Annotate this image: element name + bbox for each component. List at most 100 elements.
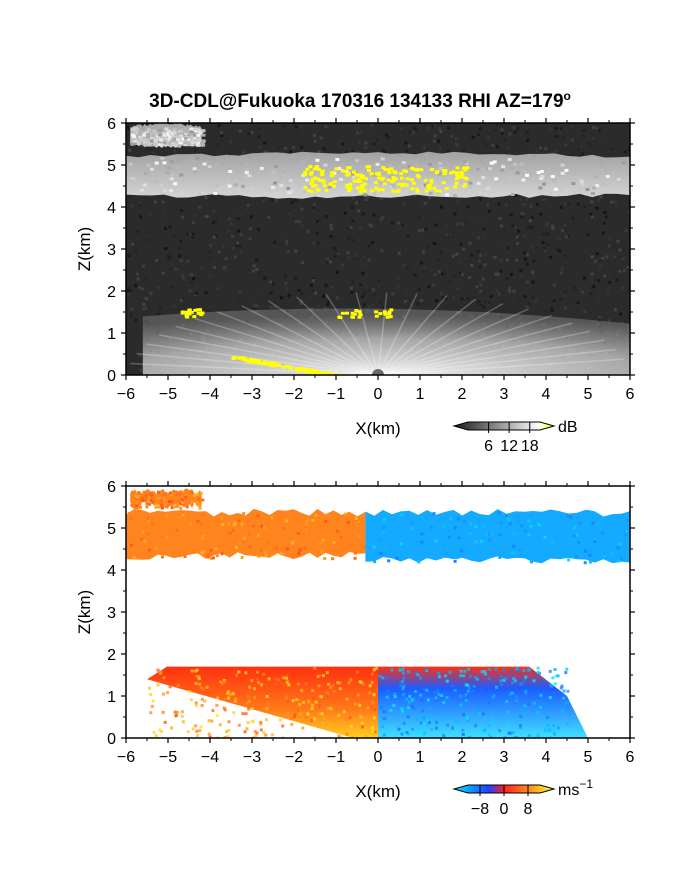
noise-speckle <box>402 264 406 268</box>
noise-speckle <box>333 255 337 259</box>
noise-speckle <box>324 125 328 129</box>
cloud-speckle <box>145 139 150 143</box>
high-intensity-pixel <box>429 178 434 182</box>
velocity-pixel <box>327 682 331 686</box>
noise-speckle <box>170 285 174 289</box>
noise-speckle <box>226 229 230 233</box>
cloud-speckle <box>158 128 163 132</box>
noise-speckle <box>516 235 520 239</box>
velocity-pixel <box>474 724 478 728</box>
cloud-speckle <box>220 161 225 165</box>
high-intensity-pixel <box>313 372 318 375</box>
velocity-xtick-label: −6 <box>117 749 135 766</box>
velocity-pixel <box>137 495 141 499</box>
high-intensity-pixel <box>354 309 359 313</box>
velocity-xtick-label: −5 <box>159 749 177 766</box>
velocity-pixel <box>551 676 555 680</box>
high-intensity-pixel <box>426 184 430 188</box>
noise-speckle <box>418 275 422 279</box>
velocity-pixel <box>575 555 579 558</box>
noise-speckle <box>561 229 564 232</box>
cloud-speckle <box>160 142 165 146</box>
velocity-pixel <box>211 556 215 560</box>
velocity-pixel <box>219 680 223 684</box>
velocity-pixel <box>392 704 396 707</box>
cloud-speckle <box>176 159 181 162</box>
velocity-pixel <box>332 699 335 703</box>
high-intensity-pixel <box>321 180 326 184</box>
velocity-pixel <box>129 516 133 520</box>
velocity-pixel <box>370 680 374 684</box>
high-intensity-pixel <box>180 311 185 315</box>
noise-speckle <box>182 277 186 281</box>
velocity-pixel <box>522 668 526 672</box>
noise-speckle <box>220 134 224 138</box>
velocity-pixel <box>179 502 183 506</box>
high-intensity-pixel <box>346 166 351 170</box>
noise-speckle <box>246 203 250 207</box>
noise-speckle <box>470 253 474 257</box>
noise-speckle <box>438 127 442 131</box>
velocity-pixel <box>250 679 254 683</box>
noise-speckle <box>540 151 544 155</box>
noise-speckle <box>188 289 192 293</box>
velocity-pixel <box>247 699 251 703</box>
velocity-pixel <box>468 674 472 678</box>
velocity-pixel <box>304 528 308 532</box>
noise-speckle <box>223 266 227 270</box>
high-intensity-pixel <box>432 186 437 190</box>
scan-ray <box>377 330 591 375</box>
cloud-speckle <box>198 131 203 135</box>
noise-speckle <box>271 282 275 286</box>
noise-speckle <box>364 141 368 145</box>
velocity-pixel <box>495 685 499 689</box>
noise-speckle <box>429 269 433 273</box>
velocity-pixel <box>314 513 318 517</box>
velocity-pixel <box>422 733 426 737</box>
noise-speckle <box>535 202 539 206</box>
noise-speckle <box>375 138 379 142</box>
noise-speckle <box>455 222 459 226</box>
noise-speckle <box>324 150 328 153</box>
noise-speckle <box>284 281 288 285</box>
velocity-pixel <box>465 715 469 719</box>
noise-speckle <box>185 259 189 263</box>
noise-speckle <box>440 205 444 209</box>
velocity-pixel <box>173 710 177 714</box>
cloud-speckle <box>190 143 195 147</box>
velocity-pixel <box>400 732 404 736</box>
noise-speckle <box>581 134 585 138</box>
velocity-pixel <box>546 723 550 727</box>
velocity-pixel <box>499 679 503 683</box>
high-intensity-pixel <box>386 168 391 172</box>
cloud-speckle <box>512 177 517 181</box>
noise-speckle <box>481 294 485 298</box>
cloud-speckle <box>351 175 356 179</box>
high-intensity-pixel <box>389 167 394 171</box>
noise-speckle <box>387 296 391 300</box>
noise-speckle <box>437 257 441 261</box>
velocity-pixel <box>179 492 182 496</box>
noise-speckle <box>424 227 428 231</box>
noise-speckle <box>500 224 504 228</box>
velocity-xtick-label: −2 <box>285 749 303 766</box>
noise-speckle <box>590 215 594 219</box>
velocity-pixel <box>438 545 442 549</box>
velocity-pixel <box>159 670 163 674</box>
noise-speckle <box>284 147 287 150</box>
cloud-speckle <box>306 185 310 189</box>
velocity-pixel <box>442 701 446 705</box>
velocity-pixel <box>241 540 245 544</box>
noise-speckle <box>455 143 459 147</box>
noise-speckle <box>598 315 602 319</box>
noise-speckle <box>531 280 535 284</box>
high-intensity-pixel <box>309 190 314 194</box>
velocity-pixel <box>256 514 260 518</box>
high-intensity-pixel <box>231 356 236 360</box>
noise-speckle <box>204 291 208 295</box>
noise-speckle <box>367 244 371 248</box>
noise-speckle <box>493 256 497 259</box>
velocity-pixel <box>461 728 465 732</box>
cloud-speckle <box>173 137 178 141</box>
velocity-pixel <box>319 541 322 545</box>
